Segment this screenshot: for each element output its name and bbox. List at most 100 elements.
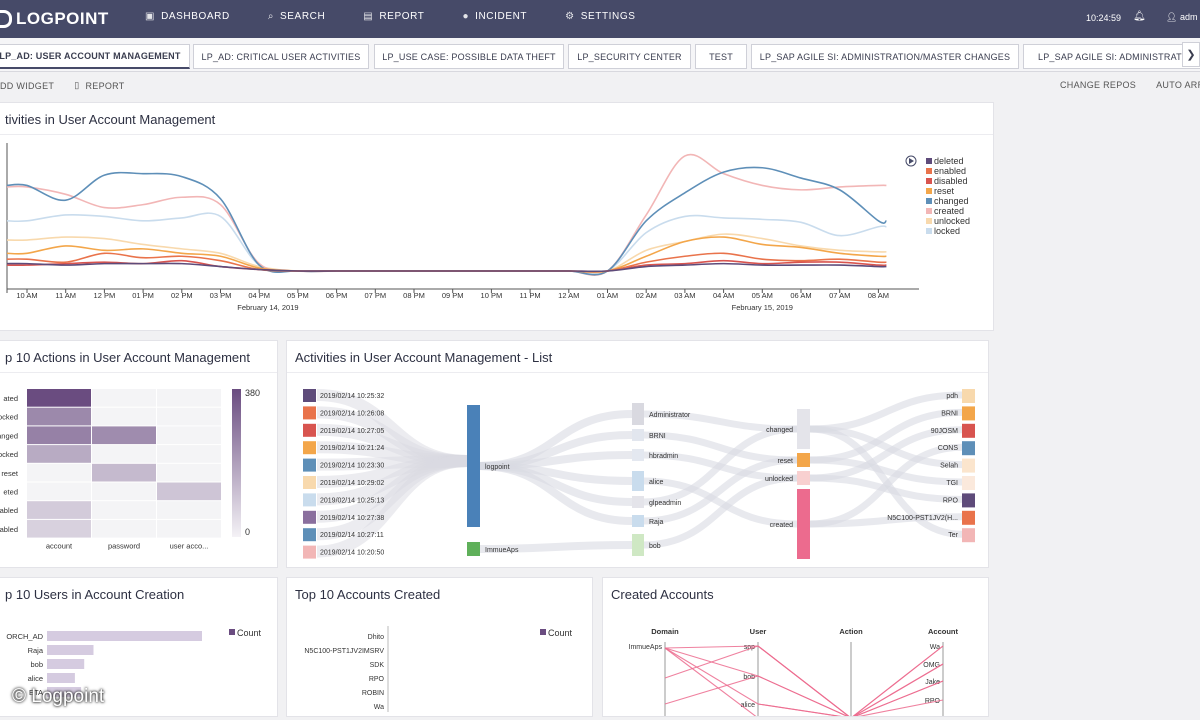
bar-category-label: bob (30, 660, 43, 669)
nav-settings[interactable]: ⚙ SETTINGS (565, 11, 635, 22)
x-tick-label: 07 AM (829, 291, 850, 300)
report-button-label: REPORT (85, 80, 125, 91)
user-menu[interactable]: 👤︎ adm (1166, 12, 1197, 23)
title-divider (0, 134, 993, 135)
bell-icon[interactable]: 🔔︎ (1133, 11, 1146, 22)
tab-scroll-right-icon[interactable]: ❯ (1182, 42, 1200, 67)
account-label: TGI (946, 480, 958, 487)
nav-search[interactable]: ⌕ SEARCH (268, 11, 325, 22)
user-tick-label: alice (741, 702, 756, 709)
created-accounts-widget: Created Accounts Domain User Action Account… (602, 577, 989, 717)
widget-title: p 10 Actions in User Account Management (5, 350, 250, 365)
heatmap-cell (27, 463, 91, 482)
dashboard-tabs: LP_AD: USER ACCOUNT MANAGEMENT LP_AD: CR… (0, 38, 1200, 72)
widget-title: Created Accounts (611, 587, 714, 602)
heatmap-cell (157, 445, 221, 463)
search-icon: ⌕ (267, 11, 275, 22)
domain-node (467, 405, 480, 527)
flow-link (809, 456, 963, 486)
tab-security-center[interactable]: LP_SECURITY CENTER (568, 44, 691, 69)
legend-label-enabled: enabled (934, 166, 966, 176)
flow-link (316, 455, 468, 558)
heatmap-cell (92, 445, 156, 463)
legend-label-unlocked: unlocked (934, 216, 970, 226)
x-tick-label: 01 PM (132, 291, 154, 300)
top-navigation-bar: LOGPOINT ▣ DASHBOARD ⌕ SEARCH ▤ REPORT ● INC… (0, 0, 1200, 38)
tab-possible-data-theft[interactable]: LP_USE CASE: POSSIBLE DATA THEFT (374, 44, 564, 69)
widget-title: Activities in User Account Management - … (295, 350, 553, 365)
flow-link (642, 456, 798, 525)
add-widget-button[interactable]: DD WIDGET (0, 80, 54, 91)
x-tick-label: 09 PM (442, 291, 464, 300)
account-node (962, 493, 975, 508)
action-label: created (770, 522, 793, 529)
users-bar-svg: ORCH_AD Raja bob alice ETA Count (6, 628, 262, 697)
data-polyline (664, 647, 944, 716)
domain-label: logpoint (485, 464, 510, 471)
user-node (632, 534, 644, 556)
auto-arrange-button[interactable]: AUTO ARRA (1156, 80, 1200, 90)
x-tick-label: 06 AM (790, 291, 811, 300)
tab-sap-admin-master-changes[interactable]: LP_SAP AGILE SI: ADMINISTRATION/MASTER C… (751, 44, 1019, 69)
heatmap-cell (27, 482, 91, 501)
action-node (797, 409, 810, 449)
account-node (962, 510, 975, 525)
bar-category-label: Wa (374, 704, 384, 711)
legend-swatch-unlocked (926, 218, 932, 224)
heatmap-cell (27, 407, 91, 426)
account-node (962, 389, 975, 403)
user-label: bob (649, 543, 661, 550)
nav-incident[interactable]: ● INCIDENT (462, 11, 527, 22)
account-label: CONS (938, 445, 959, 452)
event-swatch (303, 528, 316, 542)
x-tick-label: 11 PM (520, 291, 541, 300)
axis-title: Domain (651, 627, 679, 636)
account-node (962, 406, 975, 421)
heatmap-cell (157, 482, 221, 501)
widget-title: Top 10 Accounts Created (295, 587, 441, 602)
action-node (797, 471, 810, 485)
flow-link (478, 462, 633, 525)
top-users-widget: p 10 Users in Account Creation ORCH_AD Ra… (0, 577, 278, 717)
account-tick-label: OMG (923, 662, 940, 669)
heatmap-cell (157, 407, 221, 426)
data-polyline (757, 645, 850, 716)
x-tick-label: 08 AM (868, 291, 889, 300)
data-polyline (664, 647, 944, 716)
widget-title: p 10 Users in Account Creation (5, 587, 185, 602)
accounts-bar-svg: Dhito N5C100-PST1JV2IMSRV SDK RPO ROBIN Wa Cou… (304, 626, 573, 712)
bar-category-label: SDK (370, 662, 385, 669)
scale-max-label: 380 (245, 388, 260, 398)
logpoint-logo[interactable]: LOGPOINT (0, 9, 109, 29)
column-label: user acco... (170, 542, 209, 551)
main-nav: ▣ DASHBOARD ⌕ SEARCH ▤ REPORT ● INCIDENT ⚙ SE… (145, 11, 636, 22)
action-label: changed (766, 427, 793, 434)
color-scale-bar (232, 389, 241, 537)
tab-user-account-management[interactable]: LP_AD: USER ACCOUNT MANAGEMENT (0, 44, 190, 69)
heatmap-cell (92, 482, 156, 501)
legend-label-changed: changed (934, 196, 969, 206)
tab-critical-user-activities[interactable]: LP_AD: CRITICAL USER ACTIVITIES (193, 44, 369, 69)
series-line-unlocked (6, 233, 887, 274)
user-node (632, 496, 644, 508)
nav-report[interactable]: ▤ REPORT (363, 11, 424, 22)
event-timestamp: 2019/02/14 10:25:32 (320, 393, 384, 400)
account-label: Ter (948, 532, 958, 539)
legend-swatch-deleted (926, 158, 932, 164)
event-timestamp: 2019/02/14 10:29:02 (320, 480, 384, 487)
account-label: BRNI (941, 410, 958, 417)
tab-sap-administrator[interactable]: LP_SAP AGILE SI: ADMINISTRATOR (1023, 44, 1200, 69)
event-timestamp: 2019/02/14 10:27:11 (320, 532, 384, 539)
report-button[interactable]: ▯ REPORT (74, 80, 124, 91)
heatmap-cell (157, 501, 221, 519)
nav-dashboard[interactable]: ▣ DASHBOARD (145, 11, 230, 22)
user-label: hbradmin (649, 453, 678, 460)
change-repos-button[interactable]: CHANGE REPOS (1060, 80, 1137, 90)
event-swatch (303, 458, 316, 472)
event-swatch (303, 493, 316, 507)
heatmap-cell (27, 426, 91, 445)
tab-test[interactable]: TEST (695, 44, 747, 69)
series-line-deleted (6, 262, 887, 273)
flow-link (809, 474, 963, 503)
action-label: unlocked (765, 476, 793, 483)
